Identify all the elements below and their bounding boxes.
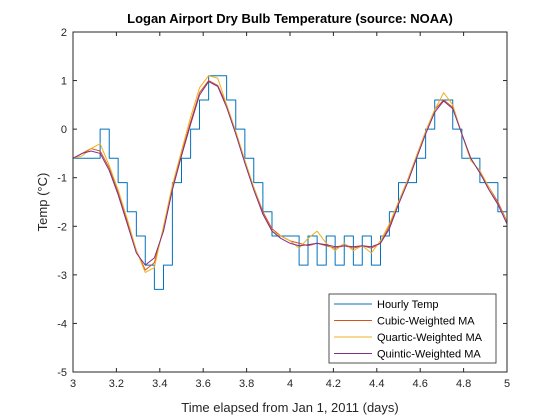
legend-label: Quintic-Weighted MA <box>377 349 481 361</box>
y-tick-label: -3 <box>57 270 67 282</box>
chart-title: Logan Airport Dry Bulb Temperature (sour… <box>127 11 453 26</box>
y-tick-label: -2 <box>57 221 67 233</box>
series-line-1 <box>73 75 508 290</box>
y-tick-label: -1 <box>57 173 67 185</box>
y-tick-label: 2 <box>61 27 67 39</box>
y-tick-label: 1 <box>61 76 67 88</box>
legend: Hourly Temp Cubic-Weighted MA Quartic-Weig… <box>328 293 497 364</box>
x-tick-label: 3 <box>70 378 76 390</box>
legend-label: Hourly Temp <box>377 299 439 311</box>
x-tick-label: 3.8 <box>239 378 254 390</box>
x-tick-label: 4.6 <box>413 378 428 390</box>
series-line-4 <box>72 81 508 266</box>
x-tick-label: 3.2 <box>109 378 124 390</box>
x-tick-label: 4 <box>287 378 293 390</box>
series-line-3 <box>72 75 508 273</box>
plot-lines <box>72 75 508 290</box>
x-tick-label: 4.2 <box>326 378 341 390</box>
legend-label: Quartic-Weighted MA <box>377 332 483 344</box>
x-tick-label: 3.6 <box>196 378 211 390</box>
y-tick-label: 0 <box>61 124 67 136</box>
y-axis: 2 1 0 -1 -2 -3 -4 -5 <box>57 27 507 379</box>
legend-box <box>328 293 497 364</box>
x-tick-label: 3.4 <box>152 378 167 390</box>
x-tick-label: 5 <box>504 378 510 390</box>
y-tick-label: -4 <box>57 318 67 330</box>
x-tick-label: 4.8 <box>456 378 471 390</box>
y-axis-label: Temp (°C) <box>35 173 50 232</box>
x-tick-label: 4.4 <box>369 378 384 390</box>
y-tick-label: -5 <box>57 367 67 379</box>
legend-label: Cubic-Weighted MA <box>377 316 475 328</box>
x-axis: 3 3.2 3.4 3.6 3.8 4 4.2 4.4 4.6 4.8 5 <box>70 32 510 390</box>
x-axis-label: Time elapsed from Jan 1, 2011 (days) <box>181 400 399 415</box>
